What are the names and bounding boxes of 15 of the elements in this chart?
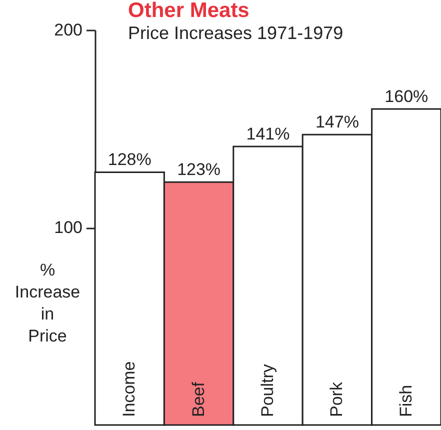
x-tick-label: Poultry <box>258 364 277 417</box>
data-label: 141% <box>246 124 290 144</box>
data-label: 160% <box>384 87 428 106</box>
x-tick-label: Fish <box>396 384 416 417</box>
x-tick-label: Pork <box>327 382 346 417</box>
y-tick-label: 100 <box>54 218 82 237</box>
chart-title: Other Meats <box>128 0 250 22</box>
data-label: 123% <box>177 160 221 180</box>
y-tick-label: 200 <box>54 20 82 40</box>
data-label: 147% <box>315 112 359 132</box>
chart-subtitle: Price Increases 1971-1979 <box>128 23 344 43</box>
y-axis-title: % Increase in Price <box>14 260 80 346</box>
x-tick-label: Income <box>120 361 139 417</box>
data-label: 128% <box>108 150 152 170</box>
x-tick-label: Beef <box>188 382 208 417</box>
